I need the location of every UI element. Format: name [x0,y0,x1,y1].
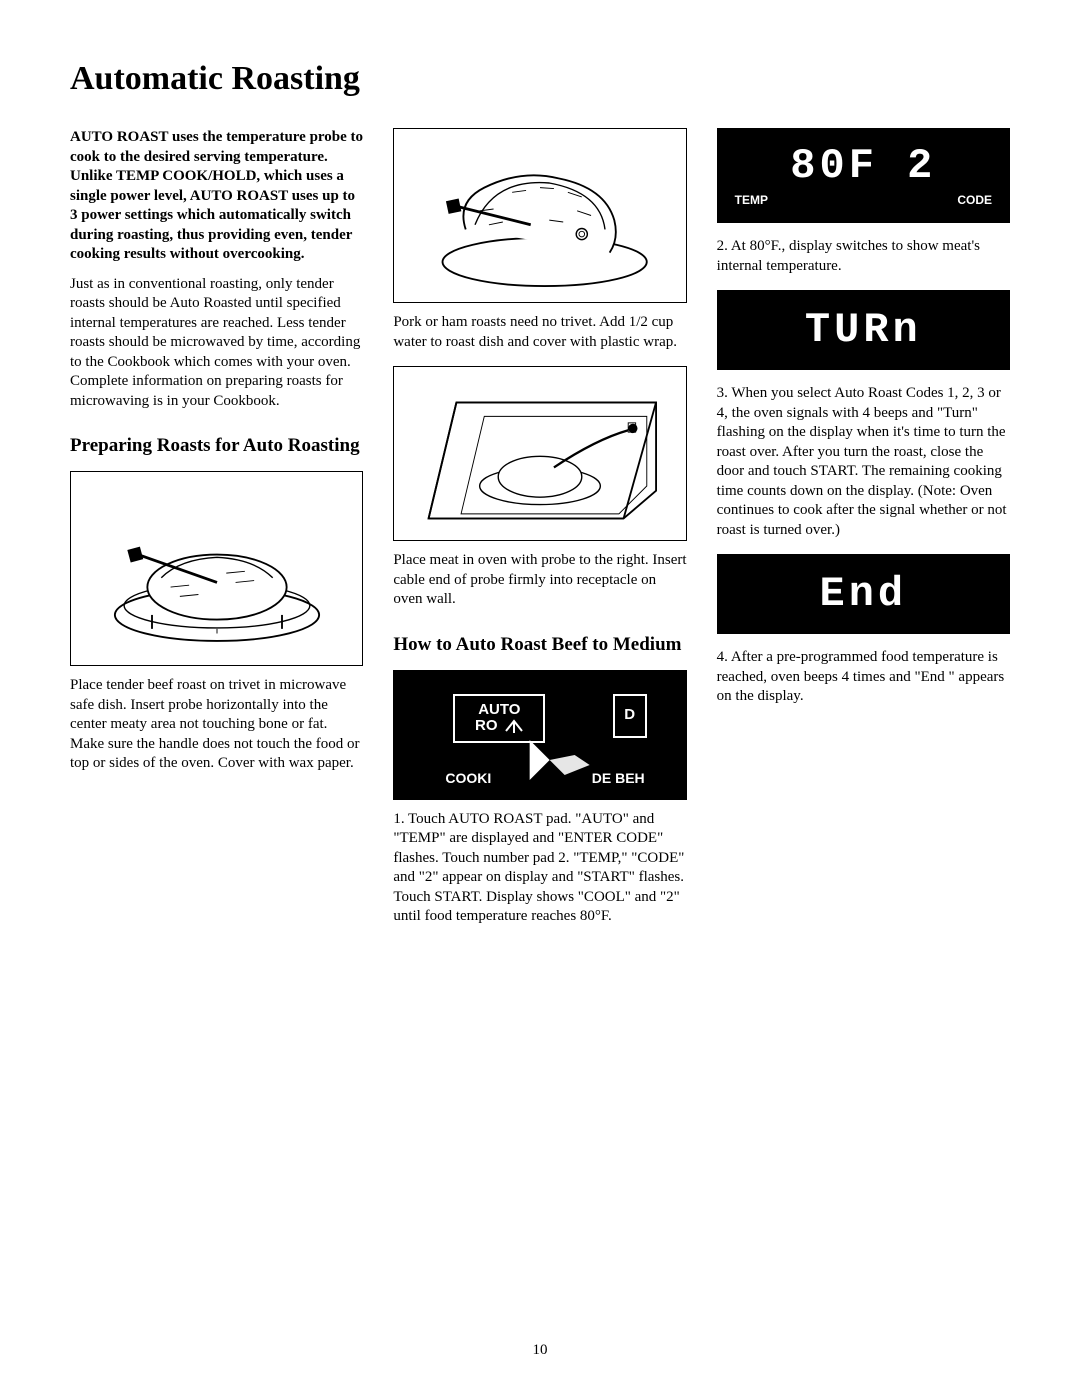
subheading-preparing: Preparing Roasts for Auto Roasting [70,435,363,457]
display-main-text: 80F 2 [790,145,936,187]
panel-btn-d: D [624,707,635,724]
step-4: 4. After a pre-programmed food temperatu… [717,648,1010,707]
step-3: 3. When you select Auto Roast Codes 1, 2… [717,384,1010,540]
display-end: End [717,554,1010,634]
panel-label-left: COOKI [445,770,491,786]
display-sub-right: CODE [957,193,992,207]
column-1: AUTO ROAST uses the temperature probe to… [70,128,363,941]
figure-pork-roast [393,128,686,303]
step-2: 2. At 80°F., display switches to show me… [717,237,1010,276]
page-title: Automatic Roasting [70,60,1010,98]
panel-btn-line2: RO [475,717,498,734]
figure-beef-roast [70,471,363,666]
panel-label-right: DE BEH [592,770,645,786]
figure-caption: Place meat in oven with probe to the rig… [393,551,686,610]
intro-paragraph: AUTO ROAST uses the temperature probe to… [70,128,363,265]
content-columns: AUTO ROAST uses the temperature probe to… [70,128,1010,941]
display-turn: TURn [717,290,1010,370]
panel-btn-line1: AUTO [478,701,520,718]
page-number: 10 [533,1342,548,1359]
display-main-text: TURn [805,309,922,351]
step-1: 1. Touch AUTO ROAST pad. "AUTO" and "TEM… [393,810,686,927]
column-2: Pork or ham roasts need no trivet. Add 1… [393,128,686,941]
display-sub-left: TEMP [735,193,768,207]
display-main-text: End [820,573,908,615]
figure-oven-probe [393,366,686,541]
figure-caption: Place tender beef roast on trivet in mic… [70,676,363,774]
column-3: 80F 2 TEMP CODE 2. At 80°F., display swi… [717,128,1010,941]
control-panel-illustration: AUTO RO D COOKI DE BEH [393,670,686,800]
subheading-auto-roast: How to Auto Roast Beef to Medium [393,634,686,656]
display-80f: 80F 2 TEMP CODE [717,128,1010,223]
body-paragraph: Just as in conventional roasting, only t… [70,275,363,412]
figure-caption: Pork or ham roasts need no trivet. Add 1… [393,313,686,352]
